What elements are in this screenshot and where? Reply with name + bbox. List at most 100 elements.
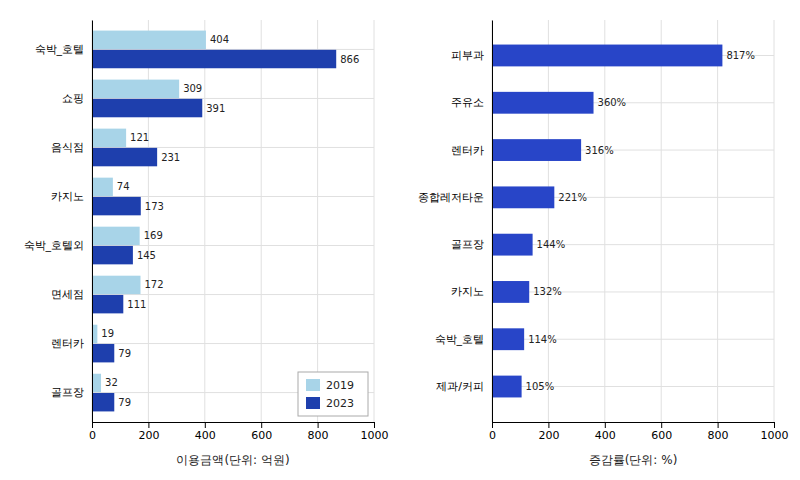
bar [92, 276, 141, 294]
x-axis-title: 이용금액(단위: 억원) [176, 453, 289, 467]
tick-label: 면세점 [51, 288, 84, 301]
bar [92, 344, 114, 362]
tick: 카지노 [51, 190, 92, 203]
tick: 렌터카 [51, 337, 92, 350]
data-label: 79 [118, 397, 131, 408]
data-label: 144% [537, 239, 566, 250]
tick-label: 숙박_호텔 [435, 333, 485, 346]
data-label: 404 [210, 34, 229, 45]
grid-line-y [492, 244, 774, 245]
bar [92, 50, 336, 68]
y-axis: 피부과주유소렌터카종합레저타운골프장카지노숙박_호텔제과/커피 [418, 21, 493, 423]
data-label: 132% [533, 286, 562, 297]
y-axis: 숙박_호텔쇼핑음식점카지노숙박_호텔외면세점렌터카골프장 [24, 21, 93, 423]
tick: 숙박_호텔 [435, 333, 493, 346]
data-labels: 4043091217416917219328663912311731451117… [101, 34, 359, 407]
grid [492, 20, 774, 422]
panel: 02004006008001000피부과주유소렌터카종합레저타운골프장카지노숙박… [418, 20, 789, 467]
tick: 400 [595, 422, 616, 442]
bar [92, 80, 179, 98]
tick-label: 렌터카 [451, 144, 484, 157]
tick-mark [605, 422, 606, 428]
tick-mark [148, 422, 149, 428]
tick: 0 [489, 422, 496, 442]
data-label: 79 [118, 348, 131, 359]
tick-label: 1000 [361, 429, 389, 442]
data-labels: 817%360%316%221%144%132%114%105% [526, 50, 755, 392]
tick-label: 렌터카 [51, 337, 84, 350]
tick-label: 골프장 [51, 386, 84, 399]
chart-svg: 02004006008001000숙박_호텔쇼핑음식점카지노숙박_호텔외면세점렌… [0, 0, 800, 480]
data-label: 172 [145, 279, 164, 290]
tick-label: 종합레저타운 [418, 191, 484, 204]
x-axis: 0 200 400 600 800 1000 [489, 422, 789, 442]
tick-mark [774, 422, 775, 428]
legend-swatch [306, 397, 320, 409]
tick-label: 숙박_호텔외 [24, 239, 85, 252]
axis-line [493, 423, 775, 429]
bar [492, 376, 522, 398]
grid-line-x [374, 20, 375, 422]
grid-line-y [92, 49, 374, 50]
tick: 숙박_호텔외 [24, 239, 93, 252]
legend-label: 2023 [326, 397, 354, 410]
tick: 800 [708, 422, 729, 442]
grid-line-x [204, 20, 205, 422]
legend-item: 2023 [306, 397, 354, 410]
data-label: 817% [726, 50, 755, 61]
tick: 골프장 [451, 238, 492, 251]
grid-line-x [261, 20, 262, 422]
tick-label: 0 [489, 429, 496, 442]
tick-mark [261, 422, 262, 428]
tick-mark [492, 422, 493, 428]
grid-line-x [661, 20, 662, 422]
tick: 면세점 [51, 288, 92, 301]
tick-label: 800 [308, 429, 329, 442]
data-label: 173 [145, 201, 164, 212]
bars [492, 45, 722, 398]
legend-box [298, 372, 368, 416]
tick: 쇼핑 [62, 92, 92, 105]
tick-mark [661, 422, 662, 428]
data-label: 231 [161, 152, 180, 163]
tick-label: 200 [538, 429, 559, 442]
data-label: 105% [526, 381, 555, 392]
data-label: 360% [598, 97, 627, 108]
tick-label: 800 [708, 429, 729, 442]
grid-line-y [92, 196, 374, 197]
bar [492, 328, 524, 350]
legend-swatch [306, 379, 320, 391]
grid-line-y [92, 294, 374, 295]
tick-mark [374, 422, 375, 428]
bar [92, 295, 123, 313]
tick: 주유소 [451, 96, 492, 109]
grid-line-x [548, 20, 549, 422]
tick-mark [92, 422, 93, 428]
data-label: 391 [206, 103, 225, 114]
tick-mark [548, 422, 549, 428]
tick-label: 1000 [761, 429, 789, 442]
grid-line-y [92, 98, 374, 99]
tick-mark [718, 422, 719, 428]
bar [492, 45, 722, 67]
data-label: 121 [130, 132, 149, 143]
tick: 1000 [761, 422, 789, 442]
tick-mark [205, 422, 206, 428]
tick-label: 골프장 [451, 238, 484, 251]
bar [492, 281, 529, 303]
grid-line-y [92, 245, 374, 246]
data-label: 169 [144, 230, 163, 241]
grid-line-x [774, 20, 775, 422]
tick-label: 카지노 [51, 190, 84, 203]
bar [92, 197, 141, 215]
tick-label: 600 [651, 429, 672, 442]
grid-line-x [604, 20, 605, 422]
tick: 800 [308, 422, 329, 442]
grid-line-y [92, 343, 374, 344]
tick: 600 [651, 422, 672, 442]
tick-label: 주유소 [451, 96, 484, 109]
tick-label: 음식점 [51, 141, 84, 154]
data-label: 309 [183, 83, 202, 94]
axis-line [92, 21, 93, 423]
bar [92, 227, 140, 245]
